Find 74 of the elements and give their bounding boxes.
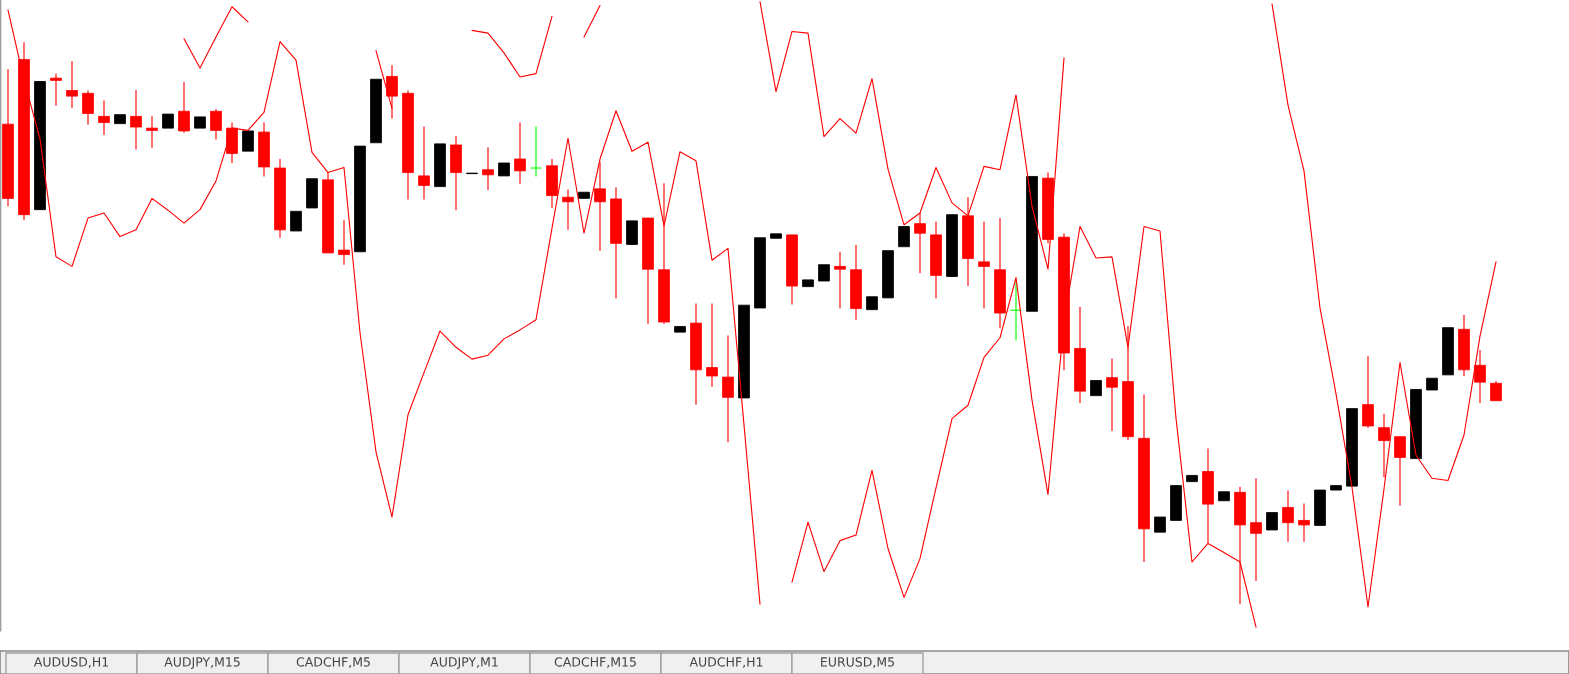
- candlestick: [1282, 490, 1294, 543]
- candlestick: [50, 73, 62, 107]
- candlestick: [594, 161, 606, 252]
- candlestick: [978, 220, 990, 310]
- candlestick: [1410, 389, 1422, 460]
- candlestick: [738, 304, 750, 399]
- candlestick: [882, 250, 894, 299]
- candlestick: [242, 130, 254, 152]
- candlestick: [1250, 477, 1262, 582]
- candlestick: [1474, 349, 1486, 404]
- candlestick: [818, 264, 830, 282]
- candlestick: [1378, 413, 1390, 478]
- candlestick: [98, 100, 110, 136]
- candlestick: [338, 219, 350, 266]
- candlestick: [434, 143, 446, 187]
- candlestick: [418, 125, 430, 201]
- candlestick: [834, 251, 846, 310]
- candlestick: [82, 89, 94, 126]
- candlestick: [178, 81, 190, 134]
- candlestick: [466, 172, 478, 175]
- candlestick: [626, 220, 638, 245]
- text: EURUSD,M5: [821, 657, 894, 668]
- candlestick: [754, 237, 766, 309]
- text: CADCHF,M5: [296, 657, 370, 668]
- candlestick: [194, 116, 206, 129]
- candlestick: [290, 210, 302, 232]
- candlestick: [1266, 512, 1278, 531]
- text: AUDJPY,M15: [164, 657, 240, 669]
- candlestick: [1154, 516, 1166, 533]
- candlestick: [530, 125, 542, 178]
- candlestick: [1426, 377, 1438, 391]
- candlestick: [210, 108, 222, 140]
- text: AUDCHF,H1: [689, 657, 763, 668]
- text: CADCHF,M15: [554, 657, 636, 668]
- candlestick: [1186, 475, 1198, 483]
- candlestick: [1090, 380, 1102, 397]
- candlestick: [34, 81, 46, 211]
- candlestick: [1442, 327, 1454, 376]
- candlestick: [578, 191, 590, 199]
- candlestick: [1330, 485, 1342, 491]
- candlestick: [66, 60, 78, 109]
- candlestick: [162, 113, 174, 129]
- candlestick: [1314, 489, 1326, 526]
- candlestick: [498, 162, 510, 177]
- candlestick: [946, 214, 958, 277]
- candlestick: [562, 188, 574, 231]
- candlestick: [1490, 380, 1502, 402]
- candlestick: [802, 279, 814, 288]
- candlestick: [1026, 176, 1038, 312]
- text: AUDUSD,H1: [33, 657, 109, 668]
- candlestick: [866, 296, 878, 311]
- candlestick: [1106, 357, 1118, 432]
- candlestick: [914, 212, 926, 274]
- candlestick: [370, 78, 382, 144]
- candlestick: [706, 302, 718, 388]
- candlestick: [1362, 355, 1374, 429]
- candlestick: [306, 178, 318, 209]
- candlestick: [1218, 491, 1230, 502]
- candlestick: [514, 121, 526, 185]
- candlestick: [674, 326, 686, 333]
- candlestick: [354, 145, 366, 253]
- candlestick: [114, 114, 126, 125]
- candlestick: [1298, 502, 1310, 543]
- candlestick: [770, 233, 782, 239]
- candlestick: [482, 146, 494, 191]
- candlestick: [386, 64, 398, 120]
- candlestick: [1394, 436, 1406, 507]
- candlestick: [722, 334, 734, 443]
- candlestick: [898, 226, 910, 248]
- candlestick: [146, 115, 158, 149]
- candlestick: [1346, 408, 1358, 487]
- text: AUDJPY,M1: [430, 657, 498, 669]
- candlestick: [1170, 485, 1182, 521]
- candlestick: [130, 89, 142, 151]
